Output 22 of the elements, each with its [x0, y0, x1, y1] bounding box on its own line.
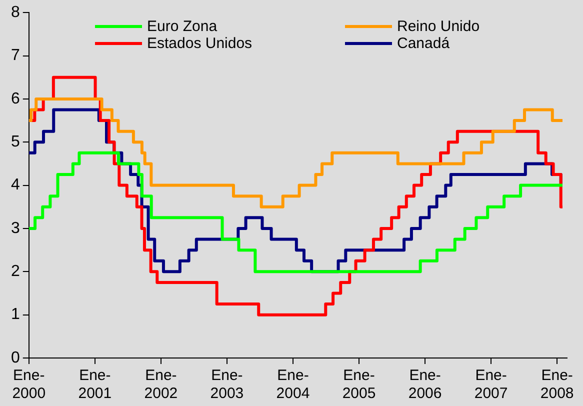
x-tick-label: Ene-2003	[210, 367, 244, 402]
x-tick-label: Ene-2006	[408, 367, 442, 402]
x-tick-label: Ene-2000	[12, 367, 46, 402]
y-tick-label: 2	[10, 263, 20, 280]
y-tick-label: 4	[10, 176, 20, 194]
y-tick-label: 6	[10, 90, 20, 108]
y-tick-label: 7	[10, 47, 20, 64]
x-tick-label: Ene-2002	[144, 367, 178, 402]
x-tick-label: Ene-2007	[474, 367, 508, 402]
legend-label: Reino Unido	[397, 18, 480, 35]
legend-label: Estados Unidos	[147, 35, 252, 52]
y-tick-label: 3	[10, 220, 20, 237]
legend-label: Canadá	[397, 35, 450, 52]
x-tick-label: Ene-2008	[540, 367, 574, 402]
y-tick-label: 8	[10, 4, 20, 22]
y-tick-label: 1	[10, 306, 20, 324]
x-tick-label: Ene-2004	[276, 367, 310, 402]
legend-label: Euro Zona	[147, 18, 218, 35]
y-tick-label: 5	[10, 134, 20, 151]
y-tick-label: 0	[10, 349, 20, 366]
x-tick-label: Ene-2005	[342, 367, 376, 402]
x-tick-label: Ene-2001	[78, 367, 112, 402]
